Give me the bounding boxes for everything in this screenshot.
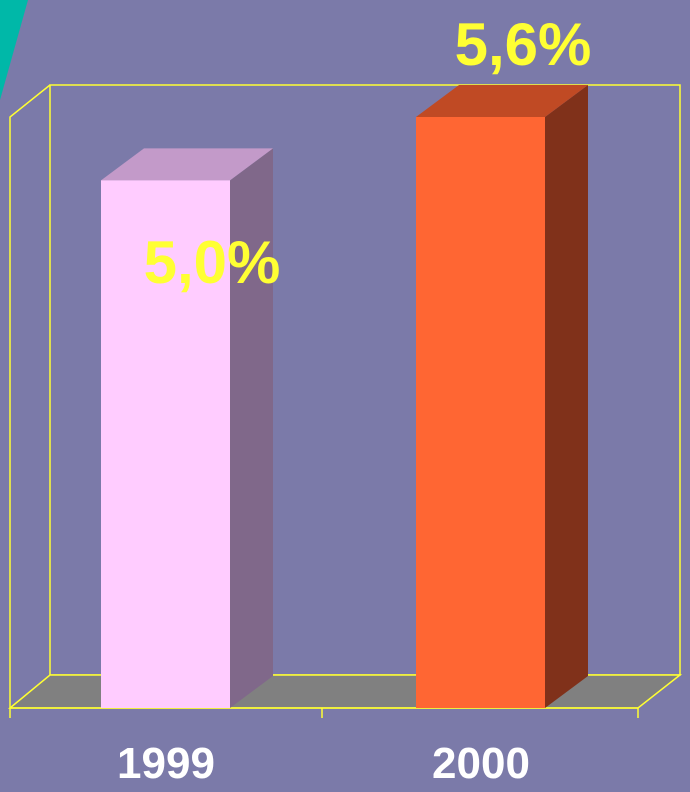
- bar-2000-top: [416, 85, 588, 117]
- category-label-2000: 2000: [432, 739, 530, 788]
- value-label-2000: 5,6%: [455, 11, 592, 78]
- bar-1999-top: [101, 148, 273, 181]
- bar-1999-side: [230, 148, 273, 709]
- bars: [101, 85, 588, 709]
- frame-left-wall: [9, 84, 51, 708]
- bar-2000-front: [416, 117, 545, 708]
- bar-2000-side: [545, 85, 588, 708]
- bar-1999-front: [101, 180, 230, 709]
- category-label-1999: 1999: [117, 739, 215, 788]
- value-label-1999: 5,0%: [144, 229, 281, 296]
- accent-stripe: [0, 0, 28, 100]
- x-axis: [9, 707, 639, 718]
